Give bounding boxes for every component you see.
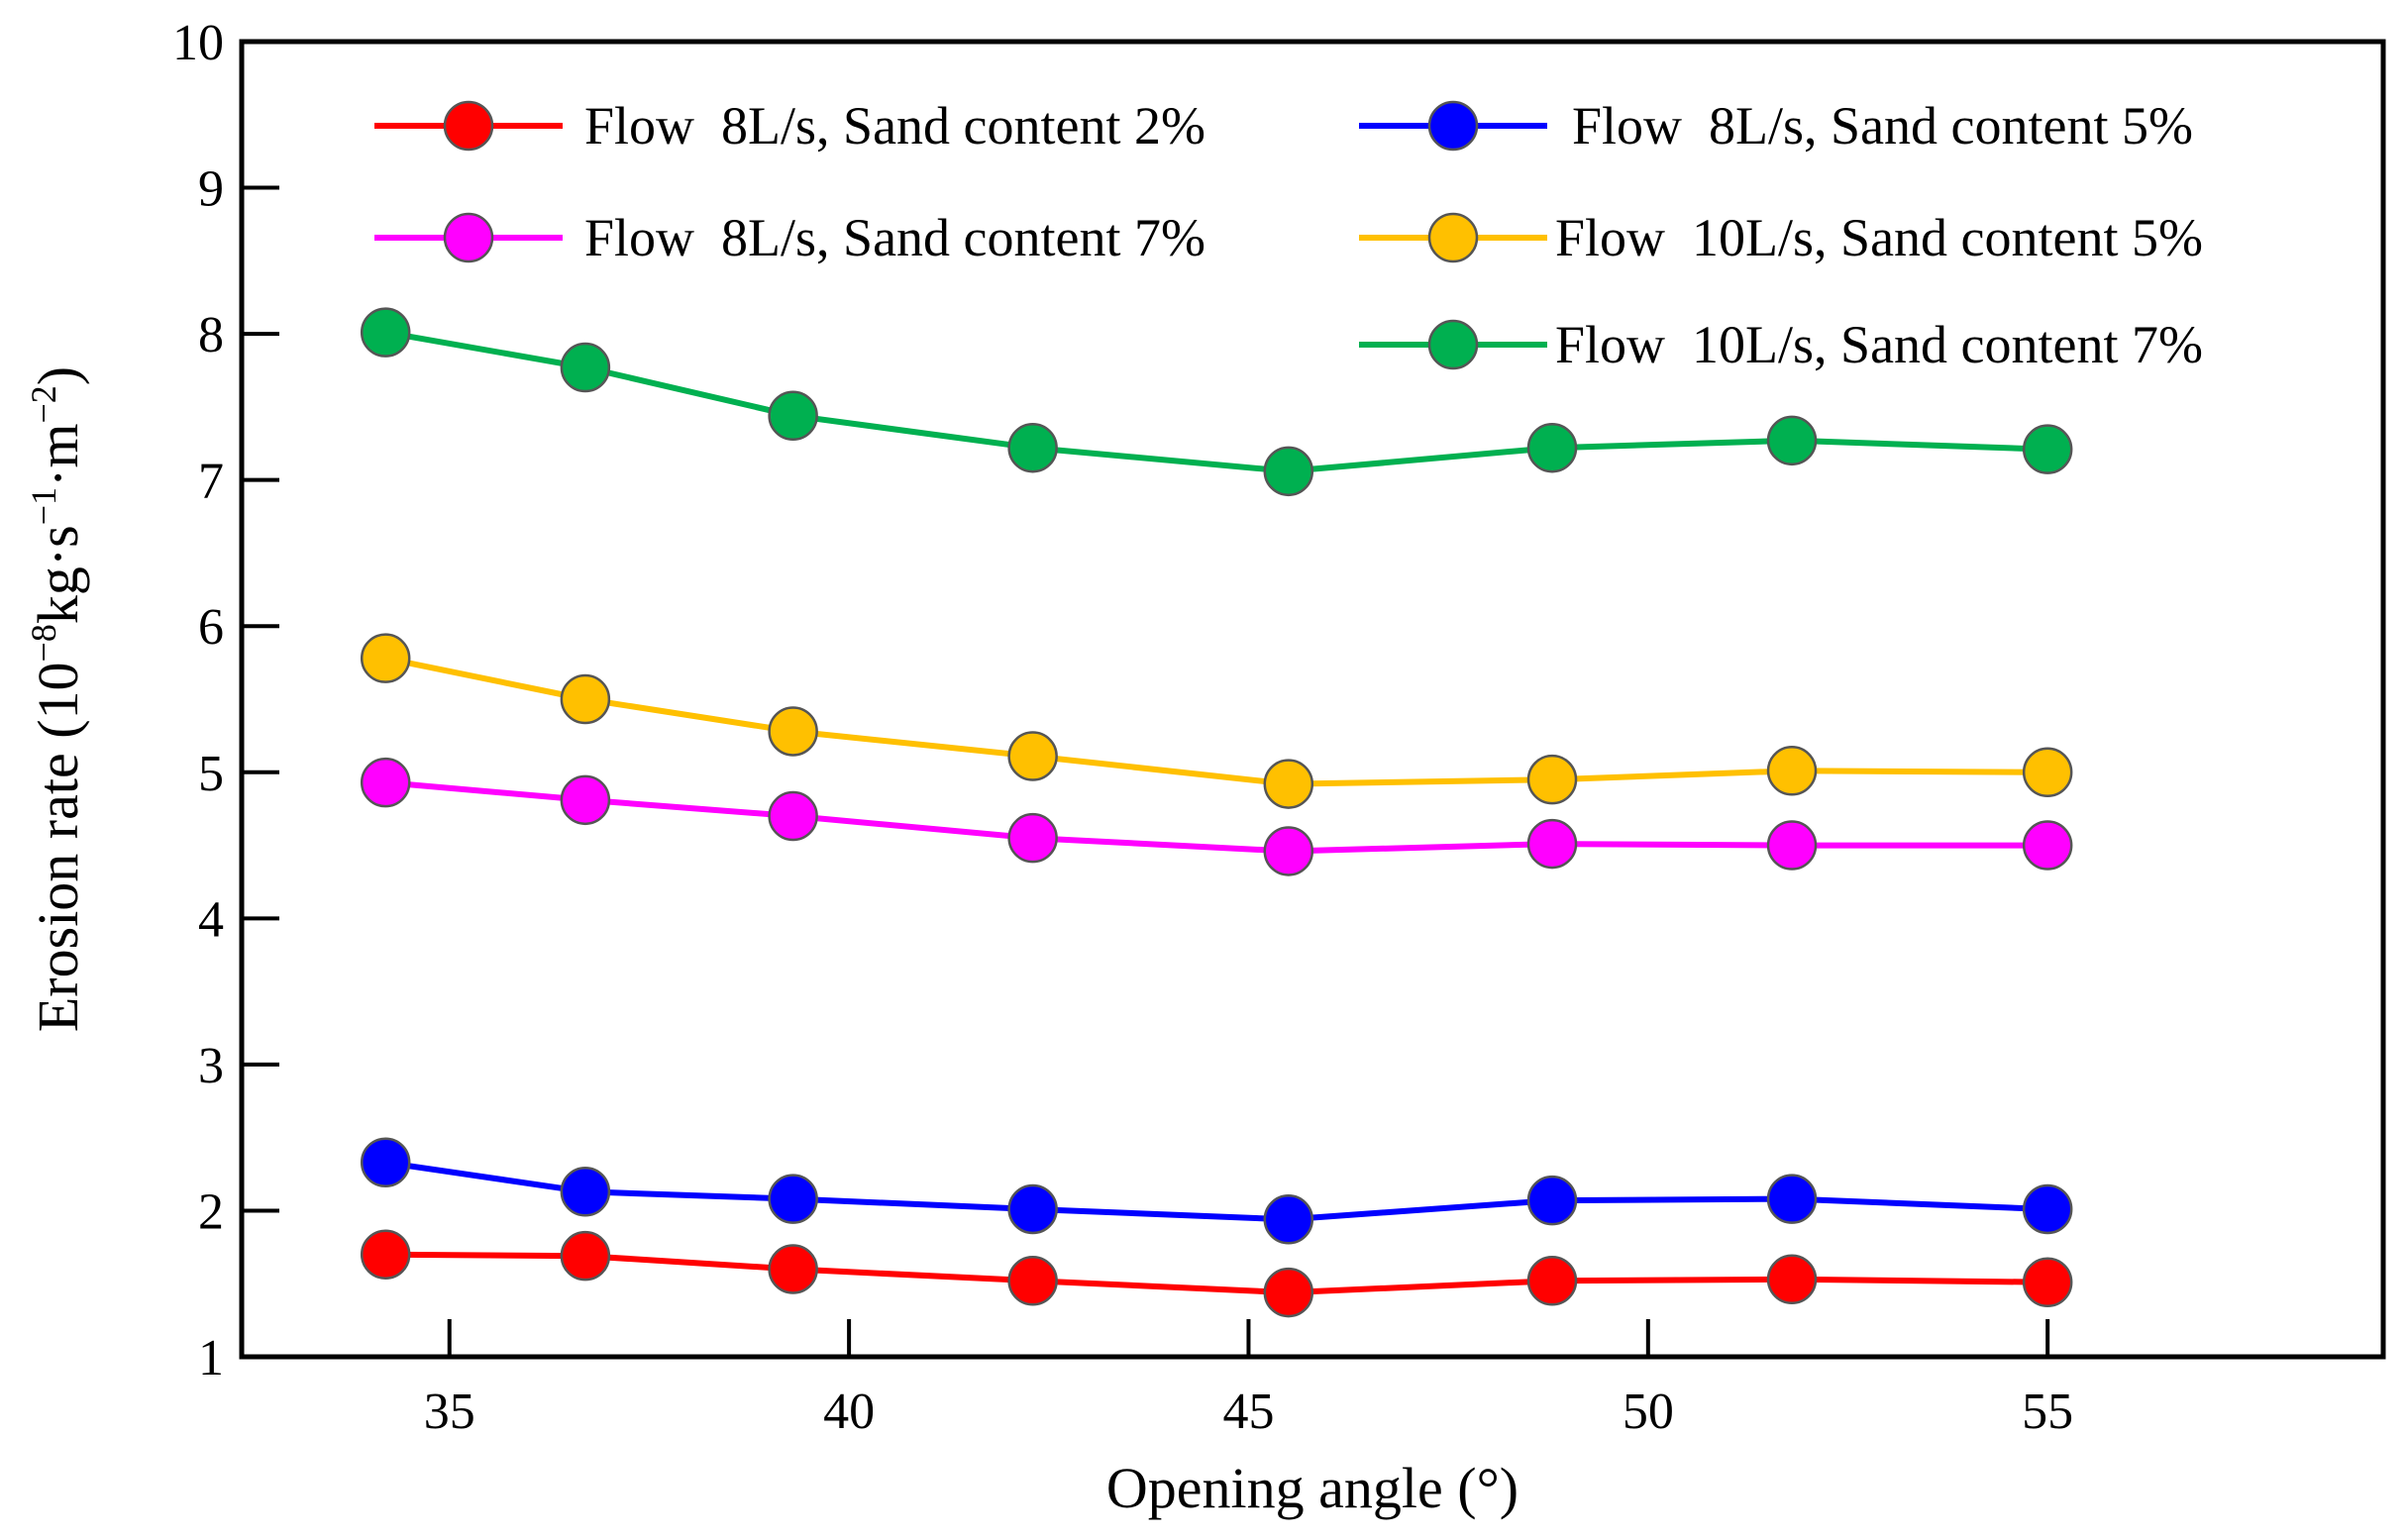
legend-marker [443,212,494,263]
data-point [1263,1267,1314,1318]
series-line [385,1251,2048,1296]
data-point [2022,820,2073,871]
data-point [1526,754,1578,805]
legend-label: Flow 8L/s, Sand content 7% [584,208,1205,267]
x-tick-label: 35 [424,1384,475,1440]
y-tick-label: 4 [198,891,224,948]
data-point [360,1137,411,1188]
y-tick-label: 2 [198,1183,224,1240]
y-axis-title-exp3: −2 [24,385,63,423]
y-axis-title-exp2: −1 [24,487,63,525]
y-axis-title-prefix: Erosion rate ( [26,719,90,1032]
y-axis-title-unit2: ·m [26,424,90,487]
y-axis-title: Erosion rate (10−8kg·s−1·m−2) [24,366,90,1032]
data-point [1526,1256,1578,1306]
data-point [1263,759,1314,809]
y-tick-label: 3 [198,1038,224,1094]
y-axis-title-unit1: kg·s [26,525,90,624]
legend-label: Flow 8L/s, Sand content 2% [584,96,1205,155]
data-point [360,307,411,358]
y-tick-label: 10 [172,15,224,71]
series-3 [360,757,2073,876]
data-point [1526,1175,1578,1226]
data-point [360,1229,411,1280]
y-tick-label: 7 [198,454,224,510]
data-point [768,390,818,441]
data-point [2022,1183,2073,1235]
legend-marker [1427,100,1479,152]
data-point [360,757,411,808]
data-point [1766,1254,1818,1305]
y-axis-title-mantissa: 10 [26,662,90,719]
plot-frame [239,39,2386,1360]
x-tick-label: 40 [823,1384,875,1440]
data-point [2022,424,2073,474]
series-layer [360,307,2073,1318]
data-point [768,706,818,757]
data-point [1007,1183,1058,1235]
data-point [1766,1174,1818,1224]
series-1 [360,1229,2073,1318]
x-axis-title: Opening angle (°) [1106,1456,1518,1520]
data-point [1007,422,1058,473]
data-point [1007,812,1058,864]
data-point [1526,818,1578,870]
legend-item: Flow 10L/s, Sand content 7% [1359,315,2203,374]
legend-marker [1427,319,1479,370]
series-2 [360,1137,2073,1245]
data-point [2022,1257,2073,1307]
data-point [1526,422,1578,473]
legend: Flow 8L/s, Sand content 2% Flow 8L/s, San… [374,96,2203,374]
data-point [1766,820,1818,871]
data-point [1263,826,1314,876]
data-point [560,774,611,826]
data-point [560,342,611,393]
data-point [2022,747,2073,798]
y-tick-label: 1 [198,1330,224,1386]
series-5 [360,307,2073,497]
legend-marker [443,100,494,152]
series-line [384,329,2048,474]
data-point [1766,746,1818,796]
y-tick-label: 8 [198,307,224,363]
x-tick-label: 45 [1222,1384,1274,1440]
series-4 [360,633,2073,809]
x-tick-label: 55 [2022,1384,2073,1440]
legend-marker [1427,212,1479,263]
data-point [1766,415,1818,466]
data-point [1263,1194,1314,1245]
legend-item: Flow 10L/s, Sand content 5% [1359,208,2203,267]
legend-label: Flow 10L/s, Sand content 5% [1555,208,2203,267]
data-point [560,673,611,725]
y-tick-label: 5 [198,746,224,802]
series-line [384,655,2048,787]
series-line [384,779,2048,855]
data-point [768,1244,818,1294]
data-point [768,1174,818,1224]
y-tick-label: 6 [198,599,224,656]
x-tick-label: 50 [1623,1384,1674,1440]
y-tick-label: 9 [198,161,224,218]
data-point [360,633,411,683]
legend-item: Flow 8L/s, Sand content 5% [1359,96,2193,155]
data-point [1007,1256,1058,1306]
data-point [1007,731,1058,781]
legend-label: Flow 8L/s, Sand content 5% [1572,96,2193,155]
data-point [560,1230,611,1282]
legend-item: Flow 8L/s, Sand content 2% [374,96,1205,155]
y-axis-title-exp1: −8 [24,624,63,662]
y-axis-title-suffix: ) [26,366,90,385]
legend-label: Flow 10L/s, Sand content 7% [1555,315,2203,374]
legend-item: Flow 8L/s, Sand content 7% [374,208,1205,267]
data-point [1263,446,1314,497]
series-line [384,1159,2048,1223]
data-point [768,790,818,842]
data-point [560,1167,611,1217]
